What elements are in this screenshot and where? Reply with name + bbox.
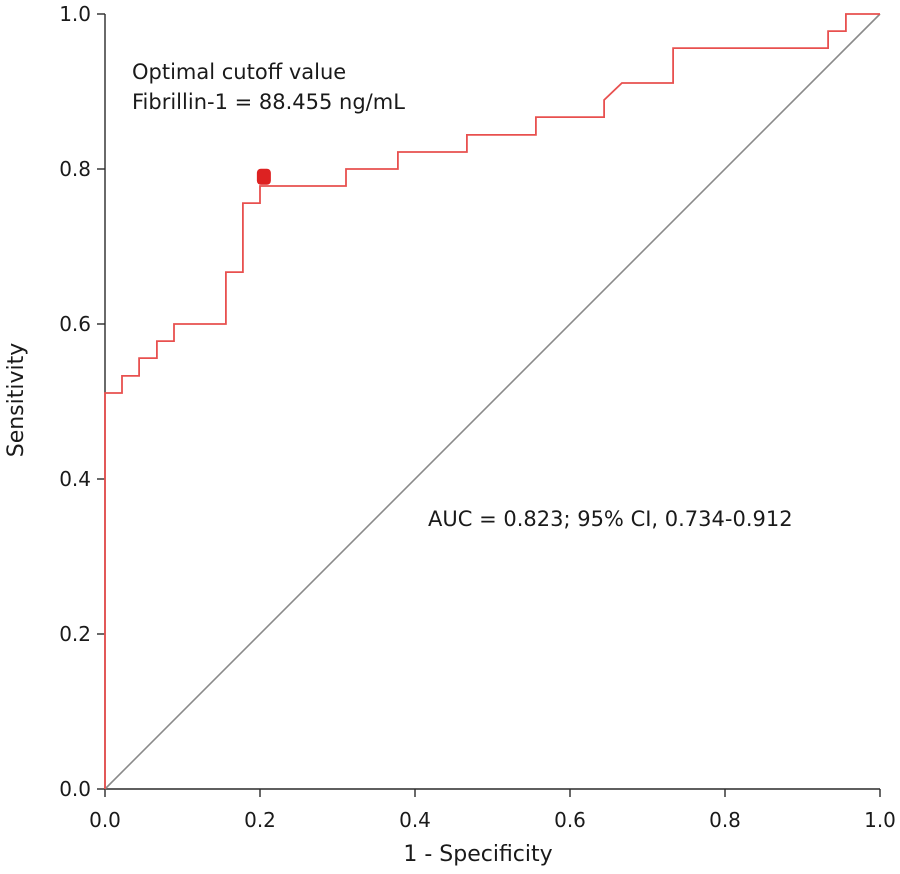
y-axis-title: Sensitivity	[4, 343, 29, 458]
y-tick-label: 1.0	[59, 2, 91, 26]
y-tick-label: 0.2	[59, 622, 91, 646]
auc-annotation: AUC = 0.823; 95% CI, 0.734-0.912	[428, 507, 793, 531]
ticks-layer: 0.0 0.2 0.4 0.6 0.8 1.0 0.0 0.2 0.4 0.6 0.8 1.0	[59, 2, 896, 832]
x-tick-label: 0.6	[554, 808, 586, 832]
roc-curve-line	[104, 13, 880, 789]
x-axis-title: 1 - Specificity	[403, 842, 552, 867]
cutoff-annotation-line2: Fibrillin-1 = 88.455 ng/mL	[132, 90, 405, 114]
cutoff-annotation-line1: Optimal cutoff value	[132, 60, 346, 84]
marks-layer	[256, 168, 271, 185]
series-layer	[104, 13, 881, 790]
y-tick-label: 0.0	[59, 777, 91, 801]
x-tick-label: 0.2	[244, 808, 276, 832]
y-tick-label: 0.8	[59, 157, 91, 181]
y-tick-label: 0.4	[59, 467, 91, 491]
x-tick-label: 0.4	[399, 808, 431, 832]
optimal-cutoff-point	[256, 168, 271, 185]
x-tick-label: 0.0	[89, 808, 121, 832]
y-tick-label: 0.6	[59, 312, 91, 336]
reference-diagonal-line	[104, 13, 881, 790]
x-tick-label: 1.0	[864, 808, 896, 832]
x-tick-label: 0.8	[709, 808, 741, 832]
